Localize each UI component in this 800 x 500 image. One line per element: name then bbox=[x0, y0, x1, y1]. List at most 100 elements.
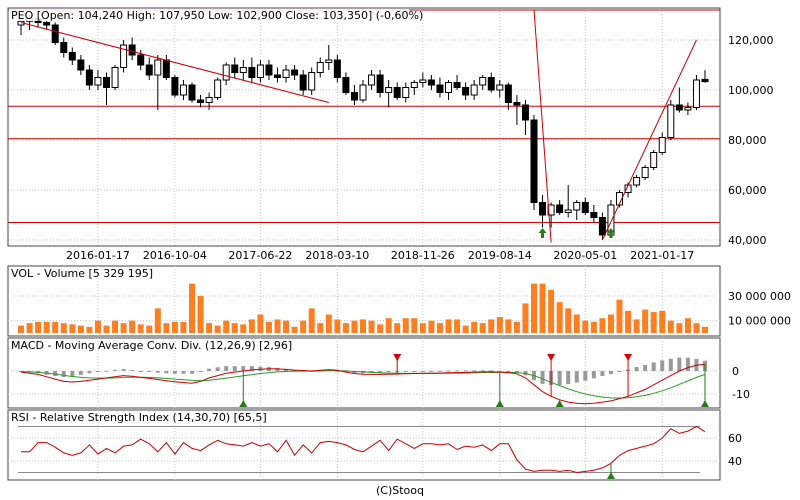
macd-histogram-bar bbox=[70, 371, 75, 377]
volume-bar bbox=[231, 323, 238, 333]
candle-body bbox=[103, 77, 110, 88]
candle-body bbox=[573, 202, 581, 211]
candle-body bbox=[85, 69, 93, 86]
volume-bar bbox=[625, 310, 632, 333]
macd-buy-triangle-icon bbox=[495, 400, 504, 407]
candle-body bbox=[667, 104, 675, 138]
candle-body bbox=[376, 74, 384, 93]
candle-body bbox=[248, 67, 256, 78]
buy-arrow-icon bbox=[538, 228, 547, 238]
volume-panel-title: VOL - Volume [5 329 195] bbox=[11, 267, 153, 280]
candle-body bbox=[350, 92, 358, 101]
price-y-tick-label: 60,000 bbox=[728, 184, 767, 197]
volume-bar bbox=[496, 316, 503, 333]
volume-bar bbox=[112, 320, 119, 333]
volume-bar bbox=[308, 308, 315, 333]
macd-histogram-bar bbox=[190, 371, 194, 374]
candle-body bbox=[197, 99, 205, 103]
rsi-line bbox=[21, 425, 706, 474]
macd-histogram-bar bbox=[608, 371, 613, 374]
candle-body bbox=[641, 167, 649, 178]
candle-body bbox=[205, 97, 213, 103]
volume-bar bbox=[411, 318, 418, 333]
volume-bar bbox=[642, 309, 649, 333]
candle-body bbox=[513, 102, 521, 106]
macd-panel-title: MACD - Moving Average Conv. Div. (12,26,… bbox=[11, 339, 292, 352]
price-x-tick-label: 2017-06-22 bbox=[228, 249, 292, 262]
candle-body bbox=[590, 212, 598, 218]
macd-histogram-bar bbox=[557, 371, 562, 386]
candle-body bbox=[162, 59, 170, 78]
candle-body bbox=[68, 52, 76, 61]
volume-bar bbox=[43, 321, 50, 333]
volume-y-tick-label: 10 000 000 bbox=[728, 315, 791, 328]
macd-histogram-bar bbox=[138, 371, 143, 372]
macd-histogram-bar bbox=[472, 370, 477, 372]
macd-histogram-bar bbox=[455, 370, 460, 372]
candle-body bbox=[274, 74, 281, 78]
candle-body bbox=[43, 22, 51, 26]
candle-body bbox=[308, 72, 316, 91]
candle-body bbox=[137, 54, 145, 66]
candle-body bbox=[393, 87, 401, 98]
macd-histogram-bar bbox=[224, 366, 229, 371]
candle-body bbox=[145, 64, 153, 76]
volume-bar bbox=[334, 319, 341, 333]
macd-histogram-bar bbox=[172, 371, 177, 374]
volume-bar bbox=[479, 323, 486, 333]
candle-body bbox=[171, 77, 179, 96]
macd-histogram-bar bbox=[583, 371, 588, 381]
candle-body bbox=[616, 192, 623, 206]
volume-bar bbox=[325, 314, 332, 333]
price-y-tick-label: 80,000 bbox=[728, 134, 767, 147]
price-x-tick-label: 2018-11-26 bbox=[391, 249, 455, 262]
volume-bar bbox=[488, 319, 495, 333]
macd-histogram-bar bbox=[591, 371, 596, 379]
macd-histogram-bar bbox=[275, 368, 280, 371]
candle-body bbox=[325, 59, 333, 63]
macd-y-tick-label: 0 bbox=[732, 365, 739, 378]
candle-body bbox=[60, 42, 68, 53]
candle-body bbox=[299, 74, 307, 91]
volume-bar bbox=[257, 314, 264, 333]
macd-sell-triangle-icon bbox=[393, 354, 402, 361]
volume-bar bbox=[385, 318, 392, 333]
macd-histogram-bar bbox=[429, 370, 434, 372]
candle-body bbox=[445, 82, 452, 93]
macd-histogram-bar bbox=[113, 369, 118, 371]
candle-body bbox=[94, 77, 102, 86]
volume-bar bbox=[35, 321, 42, 333]
volume-bar bbox=[462, 325, 469, 333]
volume-bar bbox=[565, 308, 572, 333]
candle-body bbox=[427, 79, 435, 86]
price-panel-border bbox=[7, 7, 721, 247]
volume-bar bbox=[137, 324, 144, 333]
candle-body bbox=[650, 152, 658, 168]
candle-body bbox=[333, 59, 341, 78]
candle-body bbox=[316, 62, 324, 73]
price-x-tick-label: 2016-10-04 bbox=[143, 249, 207, 262]
copyright-footer: (C)Stooq bbox=[375, 484, 424, 497]
macd-histogram-bar bbox=[104, 370, 109, 372]
volume-bar bbox=[300, 320, 307, 333]
price-panel-title: PEO [Open: 104,240 High: 107,950 Low: 10… bbox=[11, 9, 423, 22]
candle-body bbox=[453, 82, 461, 88]
volume-bar bbox=[206, 323, 213, 333]
price-x-tick-label: 2020-05-01 bbox=[553, 249, 617, 262]
macd-histogram-bar bbox=[463, 370, 468, 372]
macd-y-tick-label: -10 bbox=[732, 388, 750, 401]
volume-bar bbox=[693, 323, 700, 333]
candle-body bbox=[359, 84, 367, 101]
volume-bar bbox=[659, 310, 666, 333]
volume-bar bbox=[351, 320, 358, 333]
candle-body bbox=[633, 177, 641, 186]
volume-bar bbox=[607, 314, 614, 333]
candle-body bbox=[231, 64, 239, 73]
price-y-tick-label: 40,000 bbox=[728, 234, 767, 247]
price-y-tick-label: 100,000 bbox=[728, 84, 774, 97]
candle-body bbox=[692, 79, 700, 108]
macd-sell-triangle-icon bbox=[547, 354, 556, 361]
volume-bar bbox=[197, 296, 204, 333]
candle-body bbox=[521, 104, 529, 121]
macd-histogram-bar bbox=[506, 371, 511, 372]
